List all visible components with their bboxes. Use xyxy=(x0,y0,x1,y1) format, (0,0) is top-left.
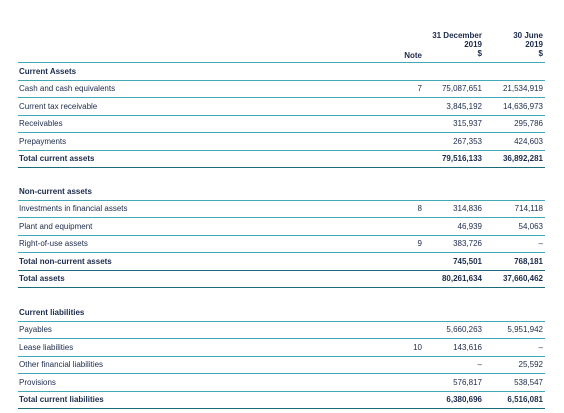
rule xyxy=(18,62,545,63)
row-value: 538,547 xyxy=(514,377,543,387)
row-value: – xyxy=(538,239,543,249)
row-value: 714,118 xyxy=(514,204,543,214)
row-value: 383,726 xyxy=(453,239,482,249)
row-label: Provisions xyxy=(19,377,56,387)
rule xyxy=(18,338,545,340)
rule xyxy=(18,149,545,151)
row-value: 314,836 xyxy=(453,204,482,214)
column-header: 31 December xyxy=(432,31,482,40)
row-value: 6,380,696 xyxy=(446,395,482,404)
row-value: – xyxy=(477,360,482,370)
row-label: Total non-current assets xyxy=(19,256,112,266)
row-value: 37,660,462 xyxy=(502,274,543,283)
row-label: Prepayments xyxy=(19,136,67,146)
row-value: 424,603 xyxy=(514,136,543,146)
row-label: Receivables xyxy=(19,119,63,129)
rule xyxy=(18,234,545,236)
row-value: 36,892,281 xyxy=(502,154,543,163)
column-header: 30 June xyxy=(513,31,543,40)
row-value: 267,353 xyxy=(453,136,482,146)
rule xyxy=(18,390,545,392)
row-value: – xyxy=(538,342,543,352)
row-value: 79,516,133 xyxy=(441,154,482,163)
row-value: 143,616 xyxy=(453,342,482,352)
row-value: 6,516,081 xyxy=(507,395,543,404)
rule xyxy=(18,408,545,409)
note-header: Note xyxy=(404,51,422,60)
row-value: 768,181 xyxy=(514,256,543,266)
row-label: Right-of-use assets xyxy=(19,239,88,249)
row-label: Plant and equipment xyxy=(19,221,93,231)
rule xyxy=(18,269,545,271)
rule xyxy=(18,80,545,81)
section-title: Non-current assets xyxy=(19,187,92,196)
row-value: 25,592 xyxy=(518,360,543,370)
row-value: 5,951,942 xyxy=(507,325,543,335)
column-header: 2019 xyxy=(525,40,543,49)
row-label: Total current liabilities xyxy=(19,395,104,404)
row-label: Lease liabilities xyxy=(19,342,74,352)
section-title: Current Assets xyxy=(19,67,77,76)
row-value: 80,261,634 xyxy=(441,274,482,283)
row-value: 295,786 xyxy=(514,119,543,129)
rule xyxy=(18,287,545,288)
row-value: 21,534,919 xyxy=(502,84,543,94)
row-value: 14,636,973 xyxy=(502,101,543,111)
row-label: Investments in financial assets xyxy=(19,204,128,214)
row-note: 10 xyxy=(413,342,422,352)
rule xyxy=(18,217,545,219)
row-value: 5,660,263 xyxy=(446,325,482,335)
column-header: $ xyxy=(477,49,482,58)
section-title: Current liabilities xyxy=(19,308,85,317)
row-value: 54,063 xyxy=(518,221,543,231)
row-value: 75,087,651 xyxy=(441,84,482,94)
row-label: Total current assets xyxy=(19,154,95,163)
row-note: 9 xyxy=(417,239,422,249)
row-note: 7 xyxy=(417,84,422,94)
row-label: Payables xyxy=(19,325,52,335)
column-header: 2019 xyxy=(464,40,482,49)
rule xyxy=(18,167,545,168)
row-label: Current tax receivable xyxy=(19,101,98,111)
row-label: Other financial liabilities xyxy=(19,360,104,370)
row-value: 3,845,192 xyxy=(446,101,482,111)
rule xyxy=(18,132,545,134)
row-note: 8 xyxy=(417,204,422,214)
row-value: 576,817 xyxy=(453,377,482,387)
rule xyxy=(18,252,545,254)
row-label: Total assets xyxy=(19,274,65,283)
rule xyxy=(18,355,545,357)
rule xyxy=(18,114,545,116)
row-value: 46,939 xyxy=(457,221,482,231)
rule xyxy=(18,97,545,99)
rule xyxy=(18,373,545,375)
row-value: 315,937 xyxy=(453,119,482,129)
row-value: 745,501 xyxy=(453,256,482,266)
rule xyxy=(18,200,545,201)
rule xyxy=(18,321,545,322)
row-label: Cash and cash equivalents xyxy=(19,84,116,94)
column-header: $ xyxy=(538,49,543,58)
